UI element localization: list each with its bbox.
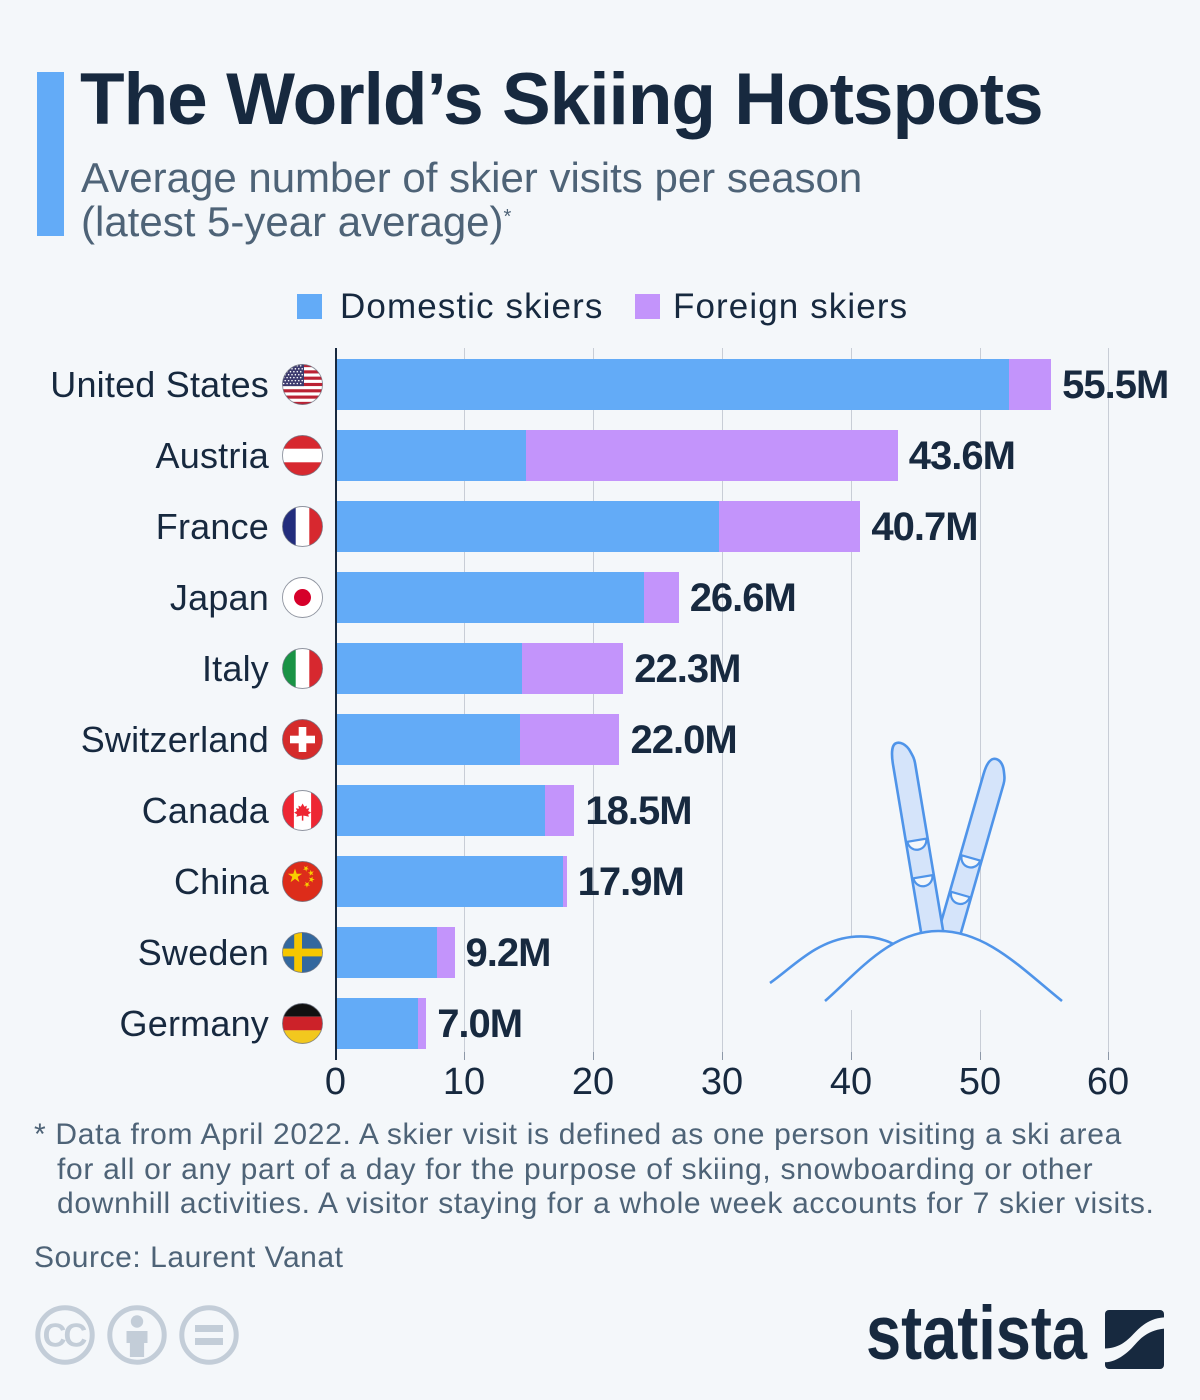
svg-text:CC: CC [43, 1317, 87, 1354]
svg-text:statista: statista [866, 1295, 1088, 1375]
